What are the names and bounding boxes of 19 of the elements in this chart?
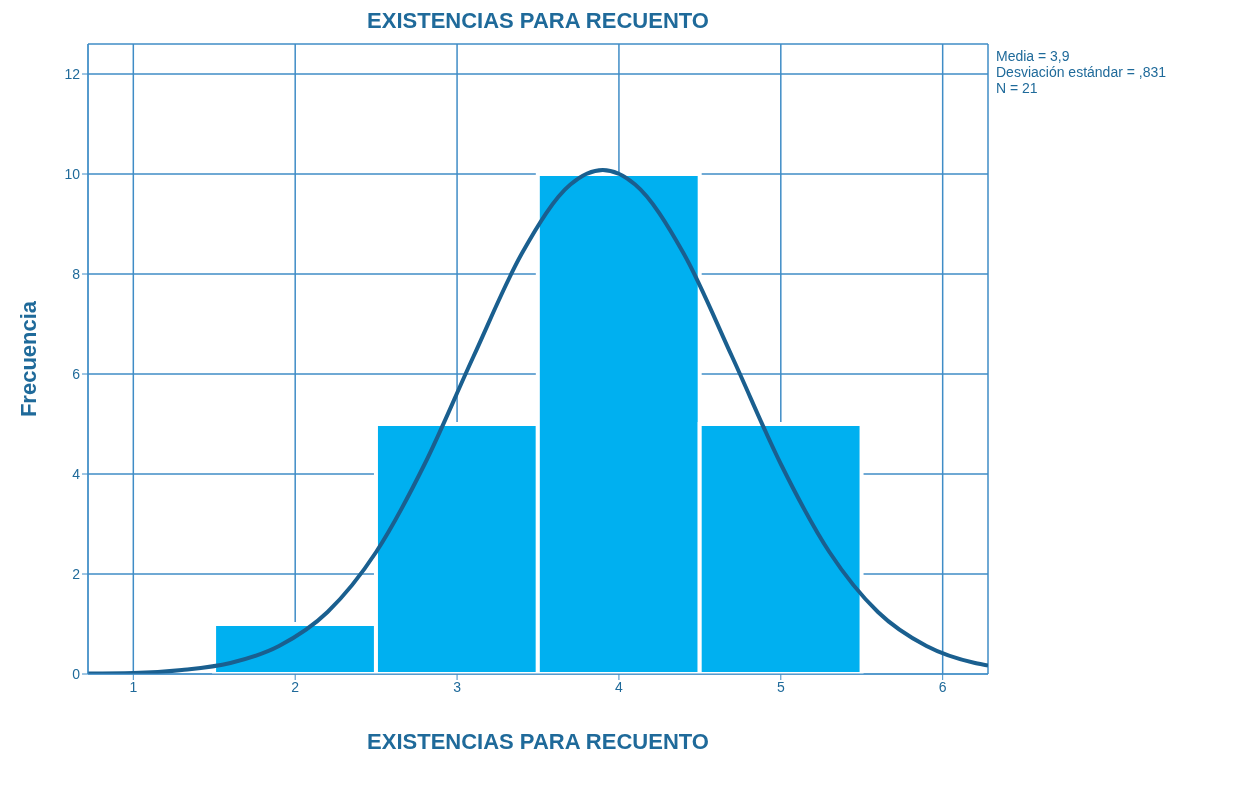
x-tick-label: 4	[615, 678, 624, 695]
x-tick-label: 2	[291, 678, 300, 695]
x-axis-title: EXISTENCIAS PARA RECUENTO	[367, 729, 709, 754]
y-tick-label: 2	[72, 565, 81, 582]
x-tick-label: 6	[938, 678, 947, 695]
x-tick-label: 5	[776, 678, 785, 695]
y-tick-label: 6	[72, 365, 81, 382]
chart-title: EXISTENCIAS PARA RECUENTO	[366, 8, 710, 34]
text: N = 21	[996, 80, 1039, 96]
text: Media = 3,9	[996, 48, 1071, 64]
text: Desviación estándar = ,831	[996, 64, 1167, 80]
y-tick-label: 8	[72, 265, 81, 282]
y-tick-label: 12	[64, 65, 81, 82]
y-axis-title: Frecuencia	[15, 300, 41, 418]
y-tick-label: 0	[72, 665, 81, 682]
y-tick-label: 4	[72, 465, 81, 482]
x-tick-label: 1	[129, 678, 138, 695]
y-tick-label: 10	[64, 165, 81, 182]
x-tick-label: 3	[453, 678, 462, 695]
